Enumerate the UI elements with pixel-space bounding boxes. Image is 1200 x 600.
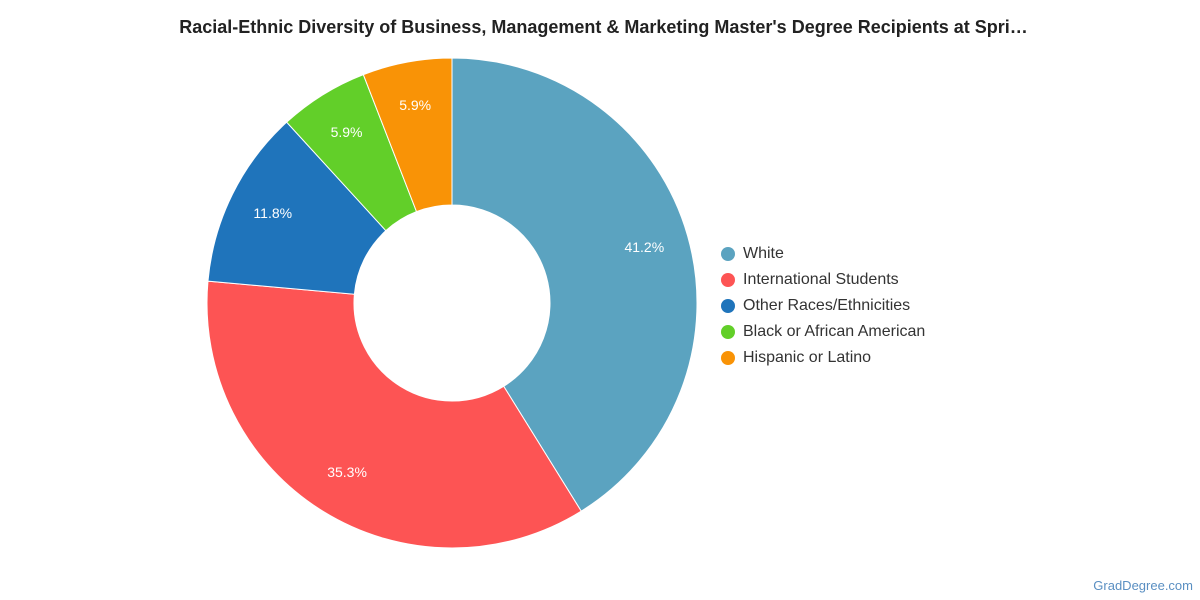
slice-other-races-ethnicities bbox=[207, 121, 387, 295]
legend-label: Hispanic or Latino bbox=[743, 349, 872, 366]
slice-label-other-races-ethnicities: 11.8% bbox=[253, 205, 292, 221]
legend-marker bbox=[721, 299, 735, 313]
legend-item-hispanic-or-latino[interactable]: Hispanic or Latino bbox=[721, 345, 925, 371]
slice-hispanic-or-latino bbox=[362, 57, 453, 213]
legend-marker bbox=[721, 273, 735, 287]
slice-label-international-students: 35.3% bbox=[327, 464, 367, 480]
legend-label: White bbox=[743, 245, 784, 262]
legend-item-black-or-african-american[interactable]: Black or African American bbox=[721, 319, 925, 345]
slice-international-students bbox=[206, 280, 582, 549]
legend-label: Other Races/Ethnicities bbox=[743, 297, 911, 314]
slice-label-white: 41.2% bbox=[624, 239, 664, 255]
slice-label-hispanic-or-latino: 5.9% bbox=[399, 97, 431, 113]
legend-label: Black or African American bbox=[743, 323, 926, 340]
legend-item-other-races-ethnicities[interactable]: Other Races/Ethnicities bbox=[721, 293, 925, 319]
legend-marker bbox=[721, 325, 735, 339]
chart-legend: White International Students Other Races/E… bbox=[721, 241, 925, 371]
legend-label: International Students bbox=[743, 271, 899, 288]
legend-marker bbox=[721, 247, 735, 261]
legend-item-white[interactable]: White bbox=[721, 241, 925, 267]
watermark: GradDegree.com bbox=[1093, 578, 1193, 593]
slice-label-black-or-african-american: 5.9% bbox=[331, 124, 363, 140]
chart-title: Racial-Ethnic Diversity of Business, Man… bbox=[179, 17, 1028, 37]
slice-white bbox=[451, 57, 698, 512]
legend-marker bbox=[721, 351, 735, 365]
legend-item-international-students[interactable]: International Students bbox=[721, 267, 925, 293]
